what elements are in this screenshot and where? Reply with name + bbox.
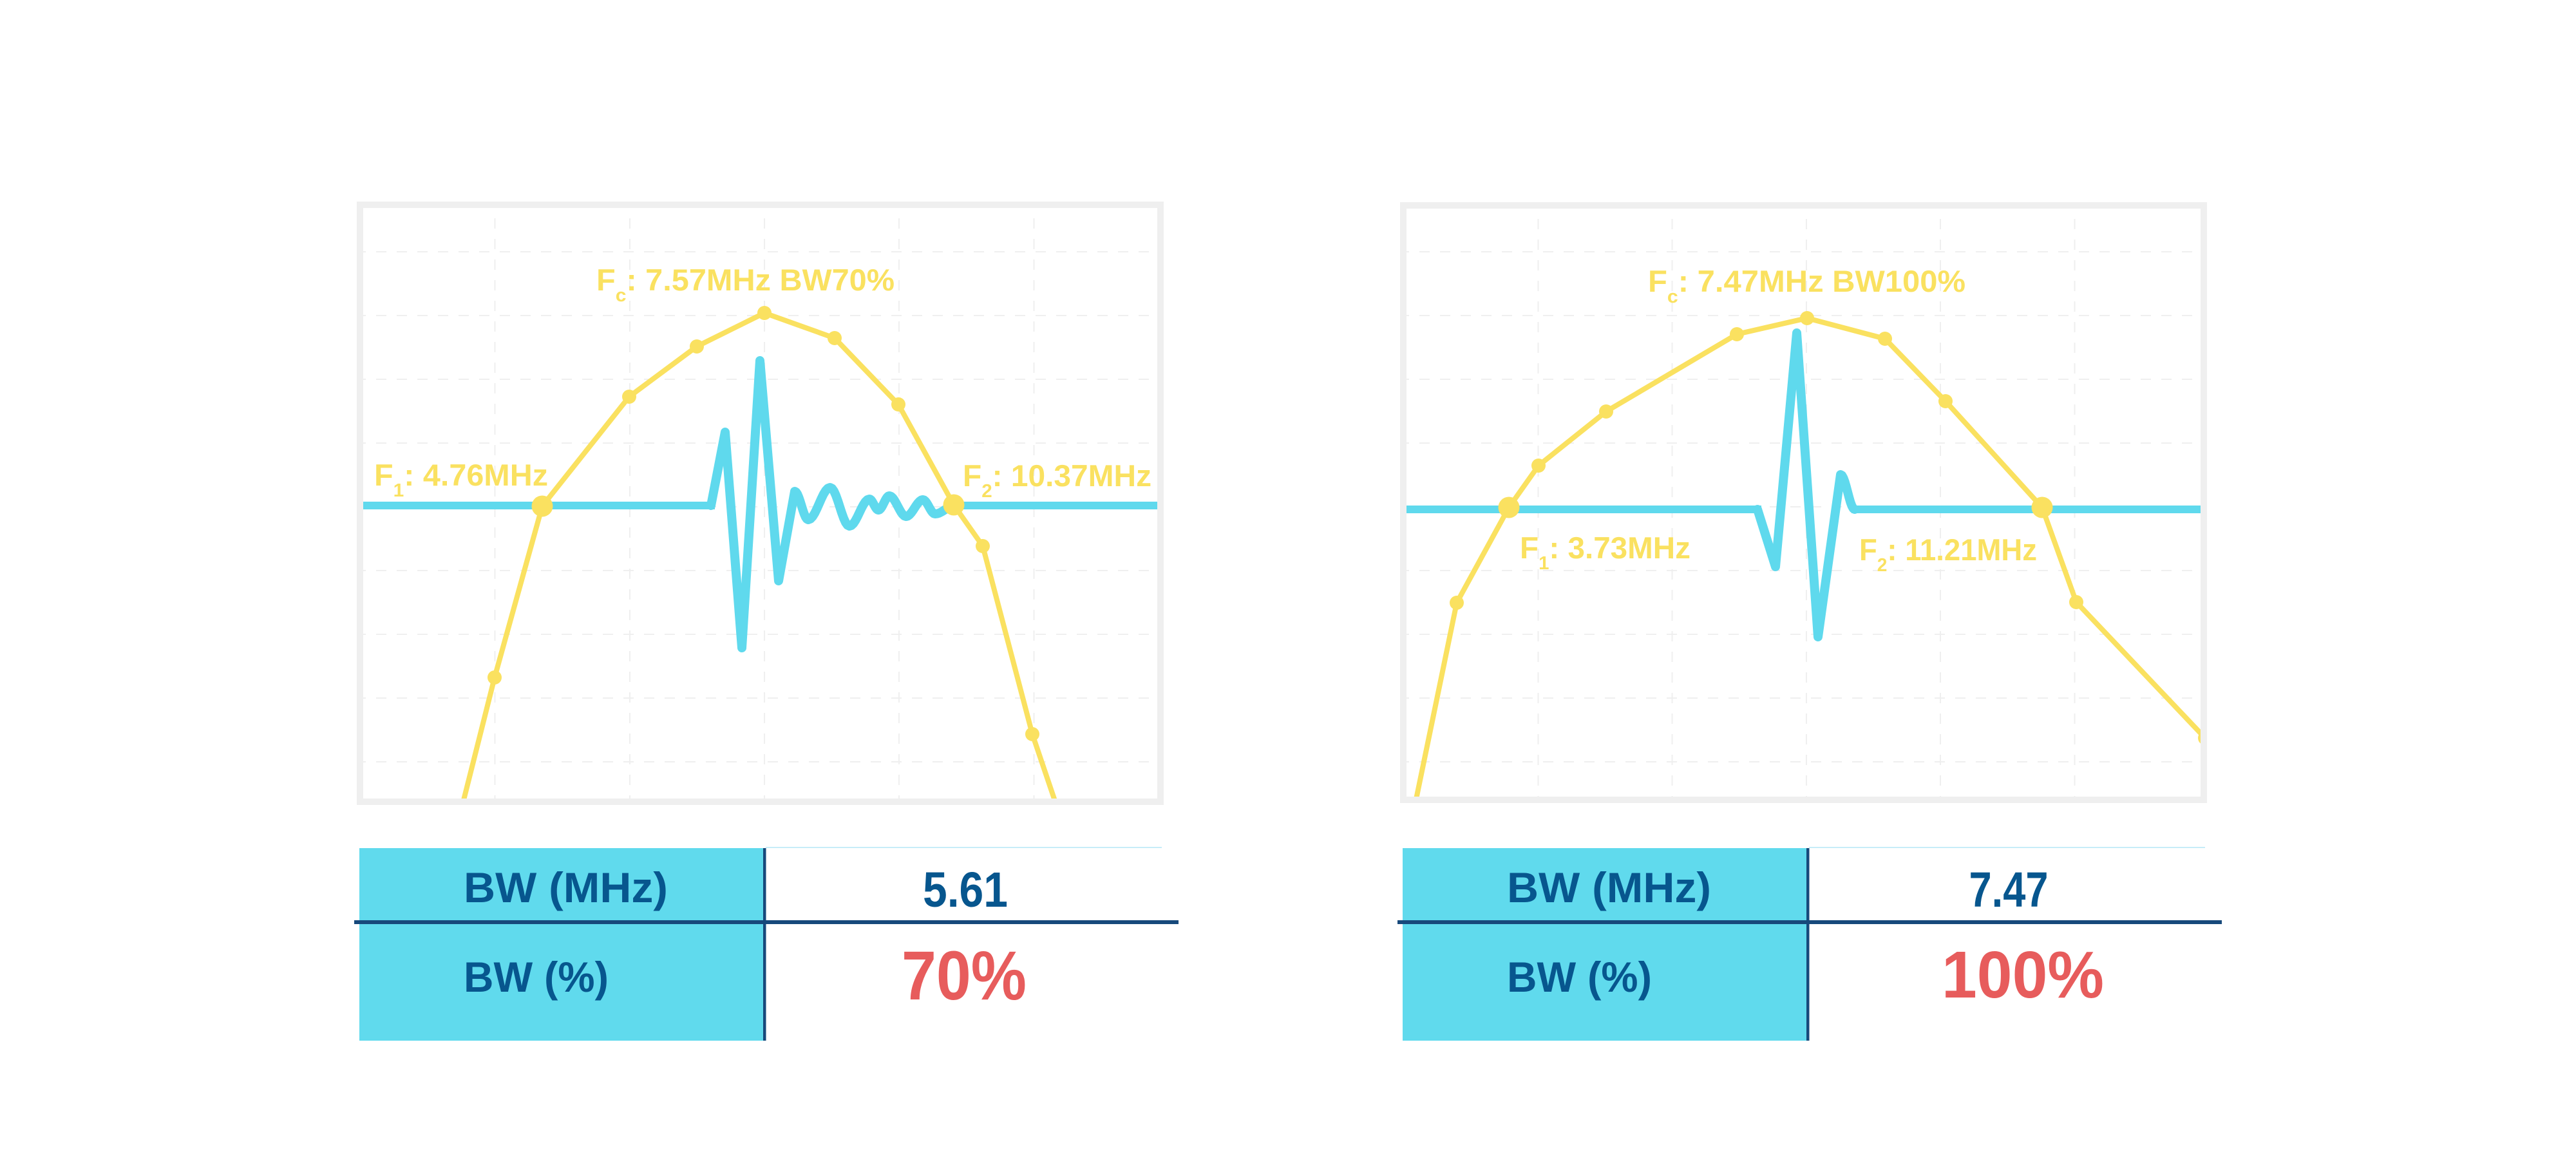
svg-text:70%: 70% — [902, 936, 1027, 1014]
svg-text:7.47: 7.47 — [1969, 862, 2049, 918]
svg-text:BW (MHz): BW (MHz) — [464, 864, 668, 911]
svg-text:BW (%): BW (%) — [1507, 953, 1652, 1001]
svg-text:BW (%): BW (%) — [464, 953, 609, 1001]
svg-text:5.61: 5.61 — [923, 862, 1008, 918]
svg-text:100%: 100% — [1942, 938, 2104, 1012]
svg-text:BW (MHz): BW (MHz) — [1507, 864, 1711, 911]
